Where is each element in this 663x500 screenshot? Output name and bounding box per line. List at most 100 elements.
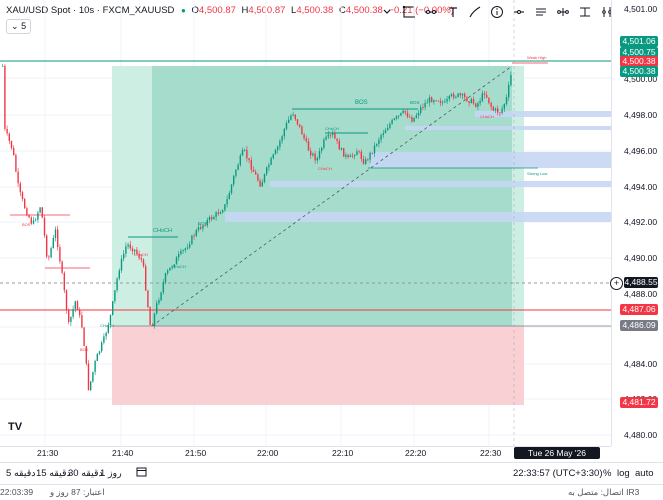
connection-status: اتصال: متصل به IR3 <box>568 487 640 497</box>
candle-body <box>391 119 393 124</box>
crosshair-price-tag: 4,488.55 <box>624 277 658 288</box>
candle-body <box>136 249 138 254</box>
candle-body <box>239 155 241 165</box>
price-chart[interactable]: BOS BOS BOS CHoCH CHoCH CHoCH CHoCH CHoC… <box>0 0 611 446</box>
interval-selector[interactable]: ⌄ 5 <box>6 19 32 34</box>
candle-body <box>52 238 54 249</box>
candle-body <box>327 134 329 137</box>
candle-body <box>365 159 367 164</box>
candle-body <box>464 93 466 98</box>
log-toggle[interactable]: log <box>617 467 630 479</box>
range-icon[interactable] <box>576 3 594 21</box>
note-icon[interactable] <box>532 3 550 21</box>
percent-toggle[interactable]: % <box>603 467 612 479</box>
minus-icon[interactable] <box>510 3 528 21</box>
timeframe-1d[interactable]: 1 روز <box>100 467 122 479</box>
stop-price-tag: 4,487.06 <box>620 304 658 315</box>
candle-body <box>83 327 85 346</box>
candle-body <box>200 227 202 229</box>
price-axis-label: 4,492.00 <box>624 217 658 227</box>
choch-label: CHoCH <box>325 126 339 131</box>
candle-body <box>17 171 19 184</box>
target-price-tag: 4,501.06 <box>620 36 658 47</box>
candle-body <box>158 300 160 304</box>
candle-body <box>426 102 428 104</box>
ruler-icon[interactable] <box>554 3 572 21</box>
time-axis[interactable] <box>0 446 611 461</box>
candle-body <box>448 95 450 100</box>
candle-body <box>442 102 444 104</box>
candle-body <box>501 108 503 113</box>
target-zone-right[interactable] <box>512 66 524 326</box>
hline-icon[interactable] <box>422 3 440 21</box>
candle-body <box>74 301 76 310</box>
candle-body <box>483 93 486 95</box>
candle-body <box>87 363 90 390</box>
candle-body <box>98 351 101 354</box>
candle-body <box>46 235 48 257</box>
time-axis-label: 22:00 <box>257 448 279 458</box>
symbol-title[interactable]: XAU/USD Spot · 10s · FXCM_XAUUSD <box>6 5 175 16</box>
candle-body <box>351 155 354 157</box>
candle-body <box>299 124 301 127</box>
candle-body <box>461 93 464 96</box>
fvg-block <box>405 126 611 130</box>
candle-body <box>72 309 74 317</box>
candle-body <box>186 247 189 249</box>
candle-body <box>41 207 43 218</box>
candle-body <box>79 310 81 316</box>
candle-body <box>382 133 384 135</box>
candle-body <box>195 230 197 236</box>
fvg-block <box>270 181 611 187</box>
candle-body <box>437 100 439 102</box>
candle-body <box>255 171 257 175</box>
candle-body <box>301 126 303 135</box>
bos-label: BOS <box>355 100 368 106</box>
candle-body <box>446 99 448 102</box>
candle-body <box>204 225 206 227</box>
fvg-block <box>225 212 611 222</box>
candle-body <box>116 278 118 291</box>
clock-display[interactable]: 22:33:57 (UTC+3:30) <box>513 467 603 479</box>
timeframe-15m[interactable]: 15 دقیقه <box>36 467 71 479</box>
info-icon[interactable] <box>488 3 506 21</box>
timeframe-5m[interactable]: 5 دقیقه <box>6 467 36 479</box>
auto-toggle[interactable]: auto <box>635 467 654 479</box>
candle-body <box>305 138 307 142</box>
candle-body <box>338 141 340 150</box>
candle-body <box>450 94 453 96</box>
market-open-dot-icon: ● <box>181 6 186 15</box>
candle-body <box>444 101 446 103</box>
candle-body <box>26 208 28 216</box>
candle-body <box>413 117 415 122</box>
candle-body <box>431 97 433 103</box>
calendar-icon[interactable] <box>136 466 147 480</box>
candle-body <box>318 151 321 158</box>
text-icon[interactable] <box>444 3 462 21</box>
candle-body <box>118 270 120 279</box>
price-axis-label: 4,484.00 <box>624 359 658 369</box>
candle-body <box>244 149 246 151</box>
candle-body <box>433 100 435 103</box>
tradingview-logo[interactable]: TV <box>8 421 23 433</box>
plus-icon[interactable]: + <box>610 277 623 290</box>
chevron-down-icon[interactable] <box>378 3 396 21</box>
candle-body <box>63 272 65 291</box>
status-clock: 22:03:39 <box>0 487 34 497</box>
candle-body <box>393 118 395 120</box>
stop-zone[interactable] <box>112 326 524 405</box>
choch-label: CHoCH <box>172 264 186 269</box>
candle-body <box>241 150 244 156</box>
candle-body <box>48 256 50 258</box>
fvg-block <box>475 111 611 117</box>
candle-body <box>389 123 391 128</box>
candle-body <box>101 342 103 352</box>
timeframe-30m[interactable]: 30 دقیقه <box>68 467 103 479</box>
candle-body <box>303 134 305 139</box>
candle-body <box>466 97 468 102</box>
candle-body <box>290 115 292 120</box>
brush-icon[interactable] <box>466 3 484 21</box>
candle-body <box>94 360 96 372</box>
candle-body <box>332 133 334 135</box>
candle-body <box>285 122 288 129</box>
